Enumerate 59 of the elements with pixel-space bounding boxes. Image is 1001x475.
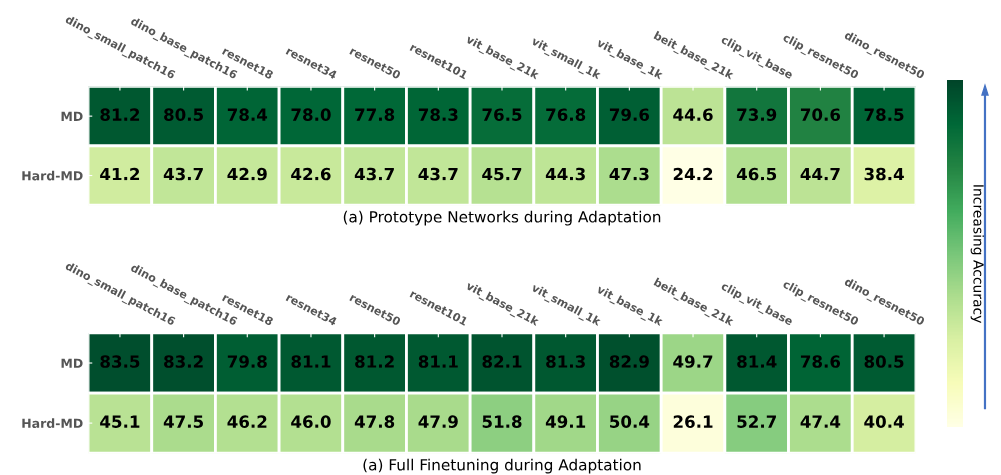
data-label: 81.1 [291, 355, 331, 368]
data-label: 41.2 [100, 167, 140, 181]
data-label: 47.9 [418, 415, 458, 428]
data-label: 26.1 [673, 415, 713, 428]
data-label: 44.7 [800, 167, 840, 181]
data-label: 81.2 [355, 355, 394, 368]
data-label: 81.2 [100, 108, 140, 121]
data-label: 46.0 [291, 415, 331, 428]
data-label: 77.8 [355, 108, 395, 121]
x-axis-title: (a) Full Finetuning during Adaptation [363, 458, 641, 474]
data-label: 47.8 [354, 415, 395, 428]
data-label: 42.6 [291, 167, 331, 181]
data-label: 52.7 [737, 415, 776, 428]
data-label: 43.7 [354, 167, 394, 181]
data-label: 42.9 [227, 167, 267, 181]
data-label: 47.4 [800, 415, 841, 428]
data-label: 45.7 [482, 167, 522, 181]
data-label: 40.4 [864, 415, 904, 428]
data-label: 73.9 [737, 108, 777, 121]
y-tick-label: MD [61, 111, 83, 121]
data-label: 80.5 [164, 108, 203, 121]
data-label: 83.2 [164, 355, 203, 368]
data-label: 80.5 [864, 355, 904, 368]
data-label: 78.6 [800, 355, 841, 368]
data-label: 78.0 [291, 108, 331, 121]
data-label: 51.8 [482, 415, 522, 428]
data-label: 45.1 [100, 415, 140, 428]
y-tick-label: MD [61, 358, 83, 368]
data-label: 79.8 [227, 355, 267, 368]
data-label: 79.6 [609, 108, 650, 121]
data-label: 81.1 [418, 355, 458, 368]
data-label: 76.5 [482, 108, 522, 121]
data-label: 46.2 [227, 415, 267, 428]
data-label: 78.4 [227, 108, 268, 121]
data-label: 38.4 [864, 167, 904, 181]
data-label: 81.4 [737, 355, 777, 368]
y-tick-label: Hard-MD [22, 170, 83, 181]
data-label: 43.7 [163, 167, 203, 181]
data-label: 83.5 [100, 355, 140, 368]
data-label: 81.3 [546, 355, 585, 368]
data-label: 44.3 [545, 167, 585, 181]
y-tick-label: Hard-MD [22, 418, 83, 429]
color-bar-title: Increasing Accuracy [970, 185, 985, 323]
data-label: 49.7 [673, 355, 713, 368]
data-label: 43.7 [418, 167, 458, 181]
data-label: 78.5 [864, 108, 904, 121]
data-label: 24.2 [673, 167, 713, 181]
data-label: 50.4 [610, 415, 650, 428]
x-axis-title: (a) Prototype Networks during Adaptation [343, 210, 661, 226]
data-label: 76.8 [546, 108, 586, 121]
data-label: 78.3 [418, 108, 458, 121]
data-label: 49.1 [545, 415, 586, 428]
data-label: 70.6 [800, 108, 841, 121]
data-label: 44.6 [673, 108, 713, 121]
data-label: 82.9 [609, 355, 649, 368]
data-label: 82.1 [482, 355, 522, 368]
data-label: 47.5 [163, 415, 203, 428]
data-label: 46.5 [736, 167, 777, 181]
data-label: 47.3 [609, 167, 649, 181]
